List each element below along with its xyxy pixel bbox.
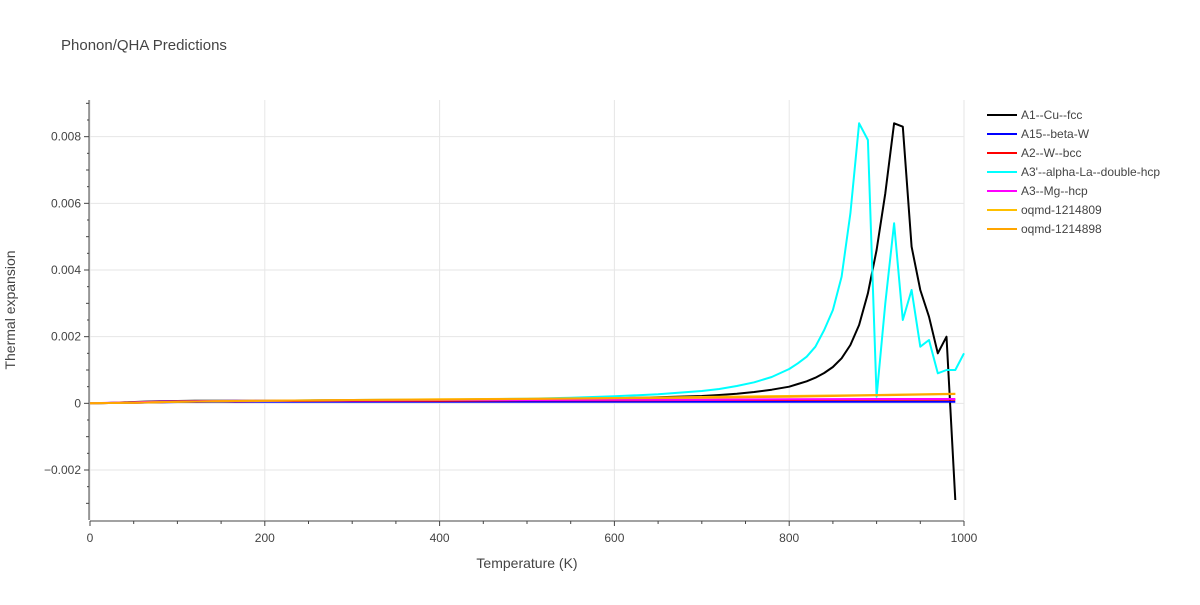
legend-item[interactable]: A2--W--bcc xyxy=(987,146,1081,160)
y-tick-label: 0.004 xyxy=(51,263,81,277)
x-tick-label: 800 xyxy=(779,531,799,545)
y-tick-label: 0.008 xyxy=(51,130,81,144)
y-axis-label: Thermal expansion xyxy=(2,250,18,369)
y-tick-label: 0.006 xyxy=(51,196,81,210)
legend-label: oqmd-1214898 xyxy=(1021,222,1102,236)
legend-label: A15--beta-W xyxy=(1021,127,1090,141)
x-tick-label: 0 xyxy=(87,531,94,545)
legend-item[interactable]: A3--Mg--hcp xyxy=(987,184,1088,198)
legend-item[interactable]: A15--beta-W xyxy=(987,127,1090,141)
x-tick-label: 600 xyxy=(604,531,624,545)
y-tick-label: 0 xyxy=(74,396,81,410)
legend-item[interactable]: A1--Cu--fcc xyxy=(987,108,1082,122)
legend-item[interactable]: oqmd-1214809 xyxy=(987,203,1102,217)
legend-item[interactable]: A3'--alpha-La--double-hcp xyxy=(987,165,1160,179)
series-line xyxy=(89,122,957,501)
legend-label: oqmd-1214809 xyxy=(1021,203,1102,217)
x-tick-label: 1000 xyxy=(951,531,978,545)
chart-title: Phonon/QHA Predictions xyxy=(61,37,227,54)
legend-item[interactable]: oqmd-1214898 xyxy=(987,222,1102,236)
legend-label: A3'--alpha-La--double-hcp xyxy=(1021,165,1160,179)
series-line xyxy=(89,122,965,405)
y-tick-label: −0.002 xyxy=(44,463,81,477)
legend-label: A3--Mg--hcp xyxy=(1021,184,1088,198)
grid-lines xyxy=(89,100,965,520)
x-tick-label: 200 xyxy=(255,531,275,545)
x-axis-label: Temperature (K) xyxy=(476,555,577,571)
series-layer xyxy=(89,122,965,501)
legend-label: A2--W--bcc xyxy=(1021,146,1081,160)
legend[interactable]: A1--Cu--fcc A15--beta-W A2--W--bcc A3'--alp… xyxy=(987,108,1160,236)
axes: 0 200 400 600 800 1000 −0.002 0 0.002 0.004 0.006 0… xyxy=(44,100,978,545)
y-tick-label: 0.002 xyxy=(51,330,81,344)
series-line xyxy=(89,393,956,405)
legend-label: A1--Cu--fcc xyxy=(1021,108,1082,122)
x-tick-label: 400 xyxy=(430,531,450,545)
